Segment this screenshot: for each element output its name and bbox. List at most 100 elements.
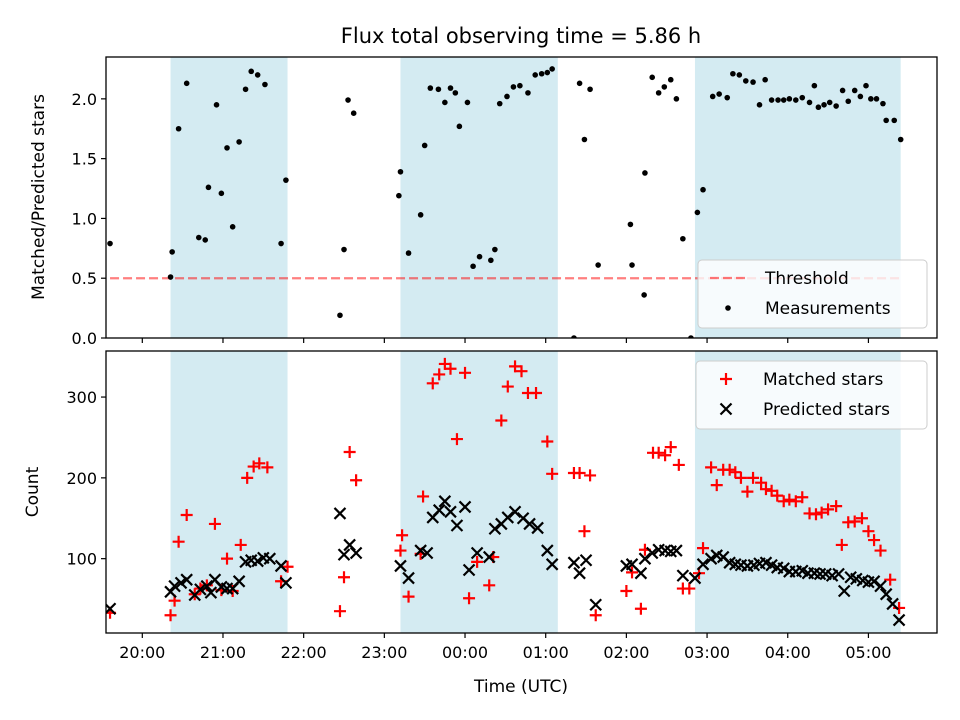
predicted-star-point xyxy=(200,579,214,593)
matched-star-point xyxy=(729,466,742,479)
predicted-star-point xyxy=(541,544,554,557)
measurement-point xyxy=(736,72,743,78)
matched-star-point xyxy=(396,529,409,542)
matched-star-point xyxy=(734,471,747,484)
x-tick-label: 20:00 xyxy=(119,643,165,662)
predicted-star-point xyxy=(501,511,515,524)
matched-star-point xyxy=(796,491,809,504)
measurement-point xyxy=(730,70,736,77)
matched-star-point xyxy=(573,467,586,480)
measurement-point xyxy=(742,78,749,84)
y-tick-label: 1.0 xyxy=(72,209,97,228)
predicted-star-point xyxy=(696,558,710,571)
matched-star-point xyxy=(589,609,602,622)
predicted-star-point xyxy=(813,567,827,581)
measurement-point xyxy=(661,84,668,90)
measurement-point xyxy=(405,250,412,256)
predicted-star-point xyxy=(523,517,536,531)
predicted-star-point xyxy=(634,566,648,580)
measurement-point xyxy=(786,96,793,102)
predicted-star-point xyxy=(508,505,522,519)
predicted-star-point xyxy=(337,548,351,561)
measurement-point xyxy=(456,123,463,130)
predicted-star-point xyxy=(676,569,690,582)
matched-star-point xyxy=(697,542,710,555)
matched-star-point xyxy=(433,368,446,381)
matched-star-point xyxy=(164,609,177,622)
measurement-point xyxy=(218,190,225,197)
measurement-point xyxy=(571,335,577,338)
matched-star-point xyxy=(459,366,472,379)
x-tick-label: 23:00 xyxy=(361,643,407,662)
measurement-point xyxy=(517,82,523,89)
measurement-point xyxy=(427,85,434,91)
y-tick-label: 300 xyxy=(66,388,97,407)
matched-star-point xyxy=(546,467,559,480)
y-tick-label: 200 xyxy=(66,469,97,488)
matched-star-point xyxy=(789,495,802,508)
predicted-star-point xyxy=(343,538,356,552)
predicted-star-point xyxy=(279,576,293,590)
x-tick-label: 01:00 xyxy=(523,643,569,662)
matched-star-point xyxy=(180,509,193,522)
measurement-point xyxy=(891,117,898,124)
matched-star-point xyxy=(483,579,496,592)
measurement-point xyxy=(496,100,503,107)
measurement-point xyxy=(793,97,799,103)
matched-star-point xyxy=(659,449,672,462)
measurement-point xyxy=(229,223,236,230)
matched-star-point xyxy=(234,538,247,551)
measurement-point xyxy=(476,253,483,260)
measurement-point xyxy=(544,69,551,76)
axes-frame xyxy=(105,56,938,339)
measurement-point xyxy=(839,87,846,94)
measurement-point xyxy=(667,76,674,83)
predicted-star-point xyxy=(394,559,407,573)
x-tick-label: 04:00 xyxy=(765,643,811,662)
predicted-star-point xyxy=(645,546,659,560)
x-axis-label: Time (UTC) xyxy=(473,677,568,697)
observing-band xyxy=(400,57,558,338)
matched-star-point xyxy=(741,485,754,498)
chart-title: Flux total observing time = 5.86 h xyxy=(341,24,701,48)
legend-label: Predicted stars xyxy=(763,400,890,420)
predicted-star-point xyxy=(438,495,452,508)
top-y-axis-label: Matched/Predicted stars xyxy=(29,94,49,300)
matched-star-point xyxy=(261,461,274,474)
measurement-point xyxy=(756,102,763,108)
x-tick-label: 21:00 xyxy=(200,643,246,662)
predicted-star-point xyxy=(180,573,193,586)
measurement-point xyxy=(655,90,662,96)
y-tick-label: 100 xyxy=(66,550,97,569)
matched-star-point xyxy=(584,469,597,482)
matched-star-point xyxy=(755,476,768,489)
x-tick-label: 00:00 xyxy=(442,643,488,662)
predicted-star-point xyxy=(832,567,845,581)
matched-star-point xyxy=(394,544,407,557)
measurement-point xyxy=(780,97,787,103)
matched-star-point xyxy=(634,602,647,615)
measurement-point xyxy=(694,209,701,216)
measurement-point xyxy=(587,86,593,93)
predicted-star-point xyxy=(420,546,434,560)
matched-star-point xyxy=(333,605,346,618)
measurement-point xyxy=(851,87,858,94)
predicted-star-point xyxy=(194,583,207,596)
matched-star-point xyxy=(862,525,875,538)
measurement-point xyxy=(538,70,545,77)
measurement-point xyxy=(799,94,806,101)
matched-star-point xyxy=(809,508,822,521)
predicted-star-point xyxy=(879,587,893,601)
measurement-point xyxy=(417,212,424,218)
x-tick-label: 05:00 xyxy=(845,643,891,662)
predicted-star-point xyxy=(638,552,652,565)
matched-star-point xyxy=(426,377,439,390)
matched-star-point xyxy=(221,552,234,565)
matched-star-point xyxy=(747,471,760,484)
matched-star-point xyxy=(471,555,484,568)
matched-star-point xyxy=(501,380,514,393)
matched-star-point xyxy=(884,573,897,586)
matched-star-point xyxy=(515,365,528,378)
measurement-point xyxy=(435,86,442,93)
